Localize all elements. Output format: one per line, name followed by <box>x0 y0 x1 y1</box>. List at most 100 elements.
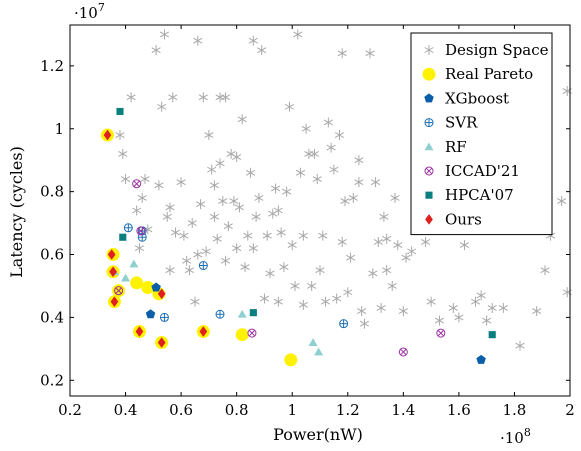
data-point <box>262 230 272 241</box>
data-point <box>343 287 353 298</box>
data-point <box>476 354 486 364</box>
data-point <box>223 221 233 232</box>
data-point <box>459 240 470 251</box>
x-tick-label: 0.4 <box>114 401 138 419</box>
data-point <box>515 340 525 351</box>
data-point <box>103 129 112 141</box>
data-point <box>151 282 161 292</box>
data-point <box>209 211 220 222</box>
data-point <box>212 233 222 244</box>
data-point <box>290 280 300 291</box>
data-point <box>232 243 242 254</box>
data-point <box>308 338 318 346</box>
data-point <box>119 233 127 241</box>
data-point <box>159 312 169 322</box>
series-ours <box>103 129 208 348</box>
data-point <box>557 196 567 207</box>
data-point <box>237 309 247 318</box>
data-point <box>141 281 155 295</box>
y-tick-label: 0.6 <box>40 246 64 264</box>
data-point <box>220 255 231 266</box>
data-point <box>118 148 128 159</box>
data-point <box>298 299 308 310</box>
data-point <box>107 249 116 260</box>
data-point <box>265 268 275 279</box>
data-point <box>532 306 542 317</box>
data-point <box>454 312 464 323</box>
data-point <box>301 123 311 134</box>
data-point <box>226 148 236 159</box>
data-point <box>198 261 208 271</box>
x-tick-label: 1.6 <box>447 401 471 419</box>
data-point <box>407 246 417 257</box>
data-point <box>126 92 136 103</box>
data-point <box>229 196 239 207</box>
legend-marker <box>424 142 434 151</box>
data-point <box>279 262 289 273</box>
data-point <box>154 180 164 191</box>
x-exponent-label: ·108 <box>500 426 531 447</box>
data-point <box>448 302 458 313</box>
data-point <box>137 192 147 203</box>
data-point <box>232 152 242 163</box>
series-real-pareto <box>101 128 298 367</box>
data-point <box>129 259 139 268</box>
data-point <box>116 107 124 116</box>
data-point <box>382 233 392 244</box>
x-tick-label: 2 <box>565 401 575 419</box>
data-point <box>204 130 214 141</box>
data-point <box>295 167 306 178</box>
data-point <box>170 227 181 238</box>
data-point <box>339 319 349 329</box>
legend-entry: Real Pareto <box>445 65 533 83</box>
data-point <box>365 48 375 59</box>
data-point <box>270 183 281 194</box>
data-point <box>307 280 317 291</box>
data-point <box>329 164 339 175</box>
legend-marker <box>424 93 434 103</box>
data-point <box>237 114 247 125</box>
x-axis-label: Power(nW) <box>273 425 363 444</box>
data-point <box>215 309 225 319</box>
legend-entry: ICCAD'21 <box>445 162 520 180</box>
data-point <box>207 164 217 175</box>
data-point <box>257 45 267 56</box>
data-point <box>199 326 208 337</box>
x-tick-label: 0.8 <box>225 401 249 419</box>
data-point <box>165 265 175 276</box>
legend-marker <box>424 166 434 176</box>
data-point <box>245 167 256 178</box>
y-axis-label: Latency (cycles) <box>7 146 26 278</box>
data-point <box>136 226 146 236</box>
x-tick-label: 1.2 <box>336 401 360 419</box>
data-point <box>243 230 253 241</box>
data-point <box>140 174 150 185</box>
data-point <box>121 273 131 282</box>
data-point <box>159 29 170 40</box>
legend: Design Space Real Pareto XGboost SVR RF ICCAD… <box>410 32 553 236</box>
data-point <box>287 240 297 251</box>
data-point <box>215 92 225 103</box>
data-point <box>132 205 142 216</box>
data-point <box>354 177 364 188</box>
data-point <box>401 252 411 263</box>
data-point <box>109 266 117 278</box>
legend-marker <box>424 45 434 55</box>
legend-entry: XGboost <box>445 89 509 107</box>
data-point <box>190 296 200 307</box>
data-point <box>426 296 436 307</box>
data-point <box>179 230 189 241</box>
data-point <box>382 265 392 276</box>
data-point <box>157 101 167 112</box>
data-point <box>254 192 264 203</box>
data-point <box>251 211 261 222</box>
legend-box <box>410 32 553 236</box>
data-point <box>157 337 166 348</box>
data-point <box>132 179 142 189</box>
series-design-space <box>115 29 572 351</box>
data-point <box>130 276 144 290</box>
data-point <box>165 202 175 213</box>
data-point <box>370 177 381 188</box>
data-point <box>234 202 245 213</box>
data-point <box>162 211 172 222</box>
